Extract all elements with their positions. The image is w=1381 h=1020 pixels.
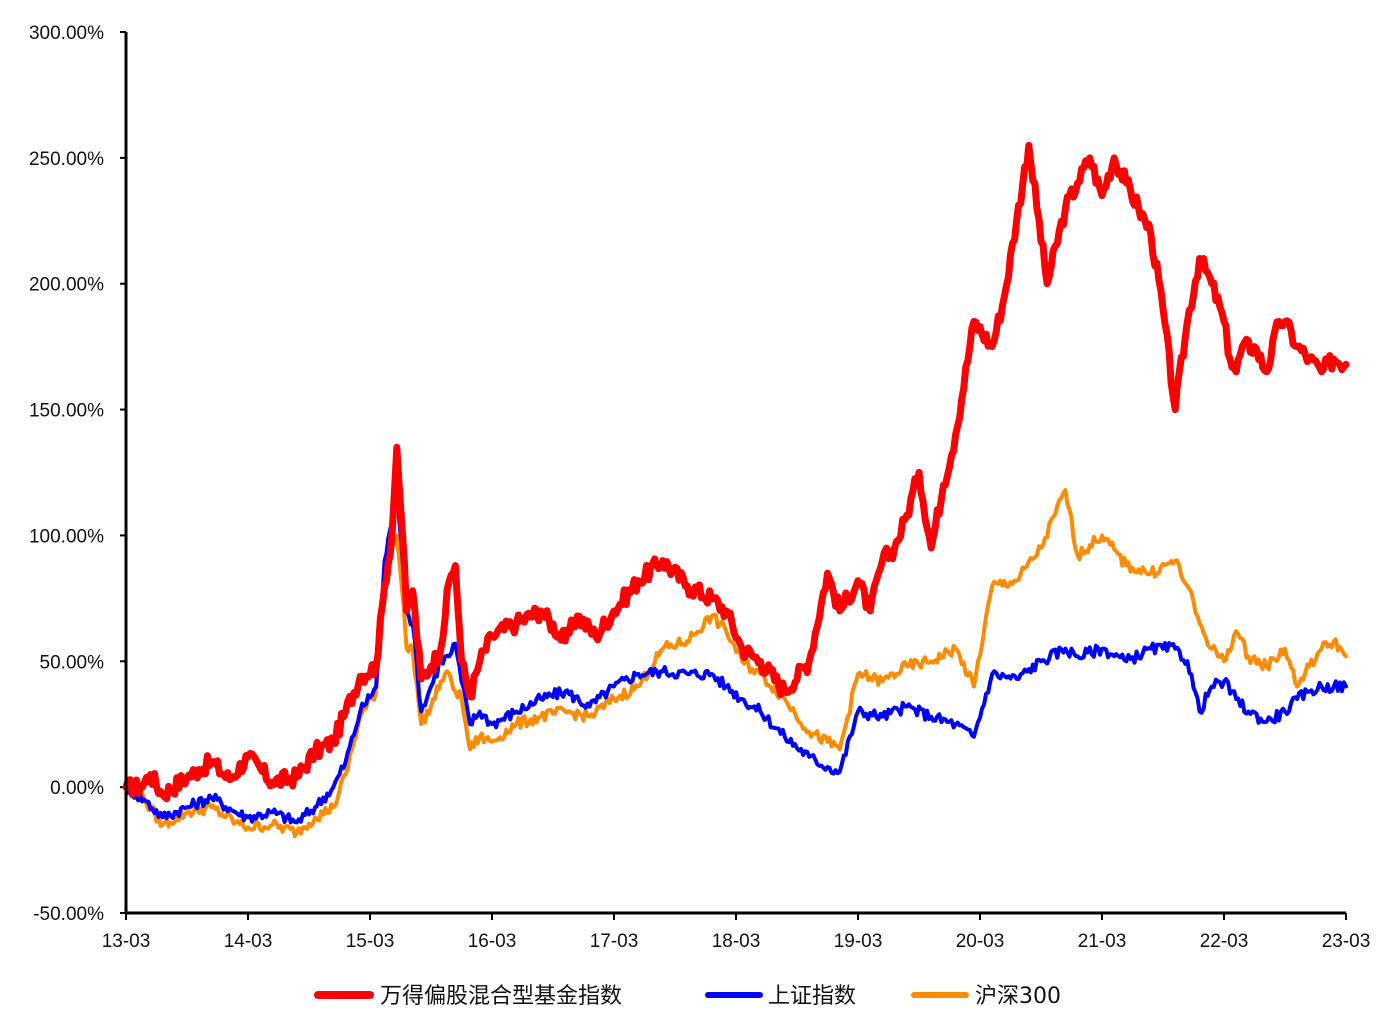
legend-label-2: 上证指数: [768, 984, 856, 1009]
x-tick-label: 19-03: [834, 931, 883, 952]
y-tick-label: 100.00%: [29, 526, 104, 547]
x-tick-label: 17-03: [590, 931, 639, 952]
legend-label-1: 万得偏股混合型基金指数: [380, 984, 622, 1009]
series-layer: [122, 141, 1350, 839]
x-tick-label: 16-03: [468, 931, 517, 952]
y-tick-label: 50.00%: [40, 652, 105, 673]
x-tick-label: 18-03: [712, 931, 761, 952]
x-axis-ticks: 13-03 14-03 15-03 16-03 17-03 18-03 19-03 20-03…: [102, 913, 1371, 952]
series-line-1: [122, 141, 1350, 803]
y-tick-label: 200.00%: [29, 275, 104, 296]
x-tick-label: 14-03: [224, 931, 273, 952]
y-tick-label: 300.00%: [29, 23, 104, 44]
y-tick-label: 0.00%: [50, 778, 104, 799]
legend: 万得偏股混合型基金指数 上证指数 沪深300: [314, 984, 1061, 1009]
x-tick-label: 15-03: [346, 931, 395, 952]
x-tick-label: 21-03: [1078, 931, 1127, 952]
y-tick-label: 250.00%: [29, 149, 104, 170]
x-tick-label: 20-03: [956, 931, 1005, 952]
series-line-3: [124, 488, 1348, 839]
x-tick-label: 23-03: [1322, 931, 1371, 952]
x-tick-label: 22-03: [1200, 931, 1249, 952]
series-line-2: [124, 483, 1348, 825]
axes: [124, 32, 1346, 915]
legend-label-3: 沪深300: [975, 984, 1061, 1009]
y-tick-label: -50.00%: [33, 904, 104, 925]
y-tick-label: 150.00%: [29, 401, 104, 422]
y-axis-ticks: -50.00% 0.00% 50.00% 100.00% 150.00% 200.00% 2…: [29, 23, 126, 925]
x-tick-label: 13-03: [102, 931, 151, 952]
